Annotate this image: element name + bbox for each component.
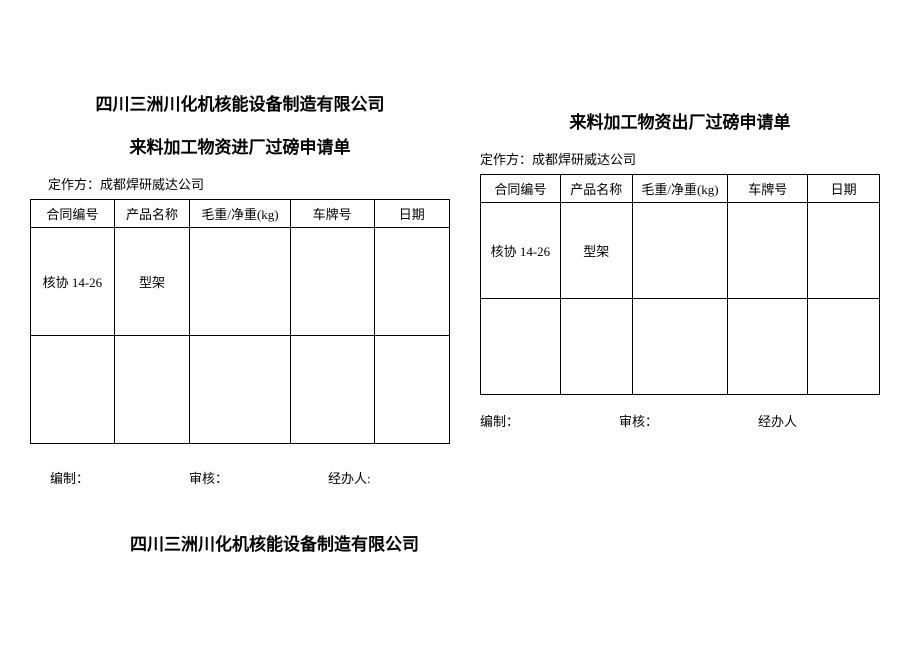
inbound-table: 合同编号 产品名称 毛重/净重(kg) 车牌号 日期 核协 14-26 型架 bbox=[30, 199, 450, 444]
cell-weight bbox=[632, 203, 728, 299]
bottom-company-title: 四川三洲川化机核能设备制造有限公司 bbox=[130, 530, 419, 555]
cell-weight bbox=[190, 228, 291, 336]
header-contract: 合同编号 bbox=[481, 175, 561, 203]
cell-product: 型架 bbox=[114, 228, 189, 336]
footer-compile: 编制： bbox=[480, 411, 519, 430]
cell-date bbox=[808, 299, 880, 395]
cell-product bbox=[114, 336, 189, 444]
cell-product: 型架 bbox=[560, 203, 632, 299]
table-row bbox=[481, 299, 880, 395]
author-label: 定作方： bbox=[48, 177, 100, 192]
footer-audit: 审核： bbox=[619, 411, 658, 430]
cell-product bbox=[560, 299, 632, 395]
header-weight: 毛重/净重(kg) bbox=[632, 175, 728, 203]
header-date: 日期 bbox=[374, 200, 449, 228]
table-header-row: 合同编号 产品名称 毛重/净重(kg) 车牌号 日期 bbox=[481, 175, 880, 203]
header-contract: 合同编号 bbox=[31, 200, 115, 228]
header-product: 产品名称 bbox=[114, 200, 189, 228]
author-value: 成都焊研威达公司 bbox=[532, 152, 636, 167]
cell-contract: 核协 14-26 bbox=[481, 203, 561, 299]
author-value: 成都焊研威达公司 bbox=[100, 177, 204, 192]
outbound-author-line: 定作方：成都焊研威达公司 bbox=[480, 149, 880, 168]
outbound-form-title: 来料加工物资出厂过磅申请单 bbox=[480, 108, 880, 133]
inbound-form-title: 来料加工物资进厂过磅申请单 bbox=[30, 133, 450, 158]
header-date: 日期 bbox=[808, 175, 880, 203]
table-header-row: 合同编号 产品名称 毛重/净重(kg) 车牌号 日期 bbox=[31, 200, 450, 228]
inbound-author-line: 定作方：成都焊研威达公司 bbox=[48, 174, 450, 193]
cell-plate bbox=[728, 203, 808, 299]
footer-handler: 经办人: bbox=[328, 468, 371, 487]
cell-contract bbox=[481, 299, 561, 395]
cell-weight bbox=[190, 336, 291, 444]
cell-weight bbox=[632, 299, 728, 395]
footer-handler: 经办人 bbox=[758, 411, 797, 430]
author-label: 定作方： bbox=[480, 152, 532, 167]
header-weight: 毛重/净重(kg) bbox=[190, 200, 291, 228]
company-title: 四川三洲川化机核能设备制造有限公司 bbox=[30, 90, 450, 115]
footer-audit: 审核： bbox=[189, 468, 228, 487]
inbound-form: 四川三洲川化机核能设备制造有限公司 来料加工物资进厂过磅申请单 定作方：成都焊研… bbox=[30, 30, 450, 487]
page-container: 四川三洲川化机核能设备制造有限公司 来料加工物资进厂过磅申请单 定作方：成都焊研… bbox=[0, 0, 920, 487]
outbound-form: 来料加工物资出厂过磅申请单 定作方：成都焊研威达公司 合同编号 产品名称 毛重/… bbox=[480, 30, 880, 487]
cell-contract bbox=[31, 336, 115, 444]
cell-plate bbox=[290, 336, 374, 444]
cell-date bbox=[374, 336, 449, 444]
outbound-table: 合同编号 产品名称 毛重/净重(kg) 车牌号 日期 核协 14-26 型架 bbox=[480, 174, 880, 395]
table-row: 核协 14-26 型架 bbox=[31, 228, 450, 336]
header-product: 产品名称 bbox=[560, 175, 632, 203]
footer-compile: 编制： bbox=[50, 468, 89, 487]
cell-date bbox=[374, 228, 449, 336]
table-row bbox=[31, 336, 450, 444]
header-plate: 车牌号 bbox=[290, 200, 374, 228]
table-row: 核协 14-26 型架 bbox=[481, 203, 880, 299]
cell-plate bbox=[290, 228, 374, 336]
cell-contract: 核协 14-26 bbox=[31, 228, 115, 336]
cell-date bbox=[808, 203, 880, 299]
header-plate: 车牌号 bbox=[728, 175, 808, 203]
inbound-footer: 编制： 审核： 经办人: bbox=[30, 468, 450, 487]
outbound-footer: 编制： 审核： 经办人 bbox=[480, 411, 880, 430]
cell-plate bbox=[728, 299, 808, 395]
